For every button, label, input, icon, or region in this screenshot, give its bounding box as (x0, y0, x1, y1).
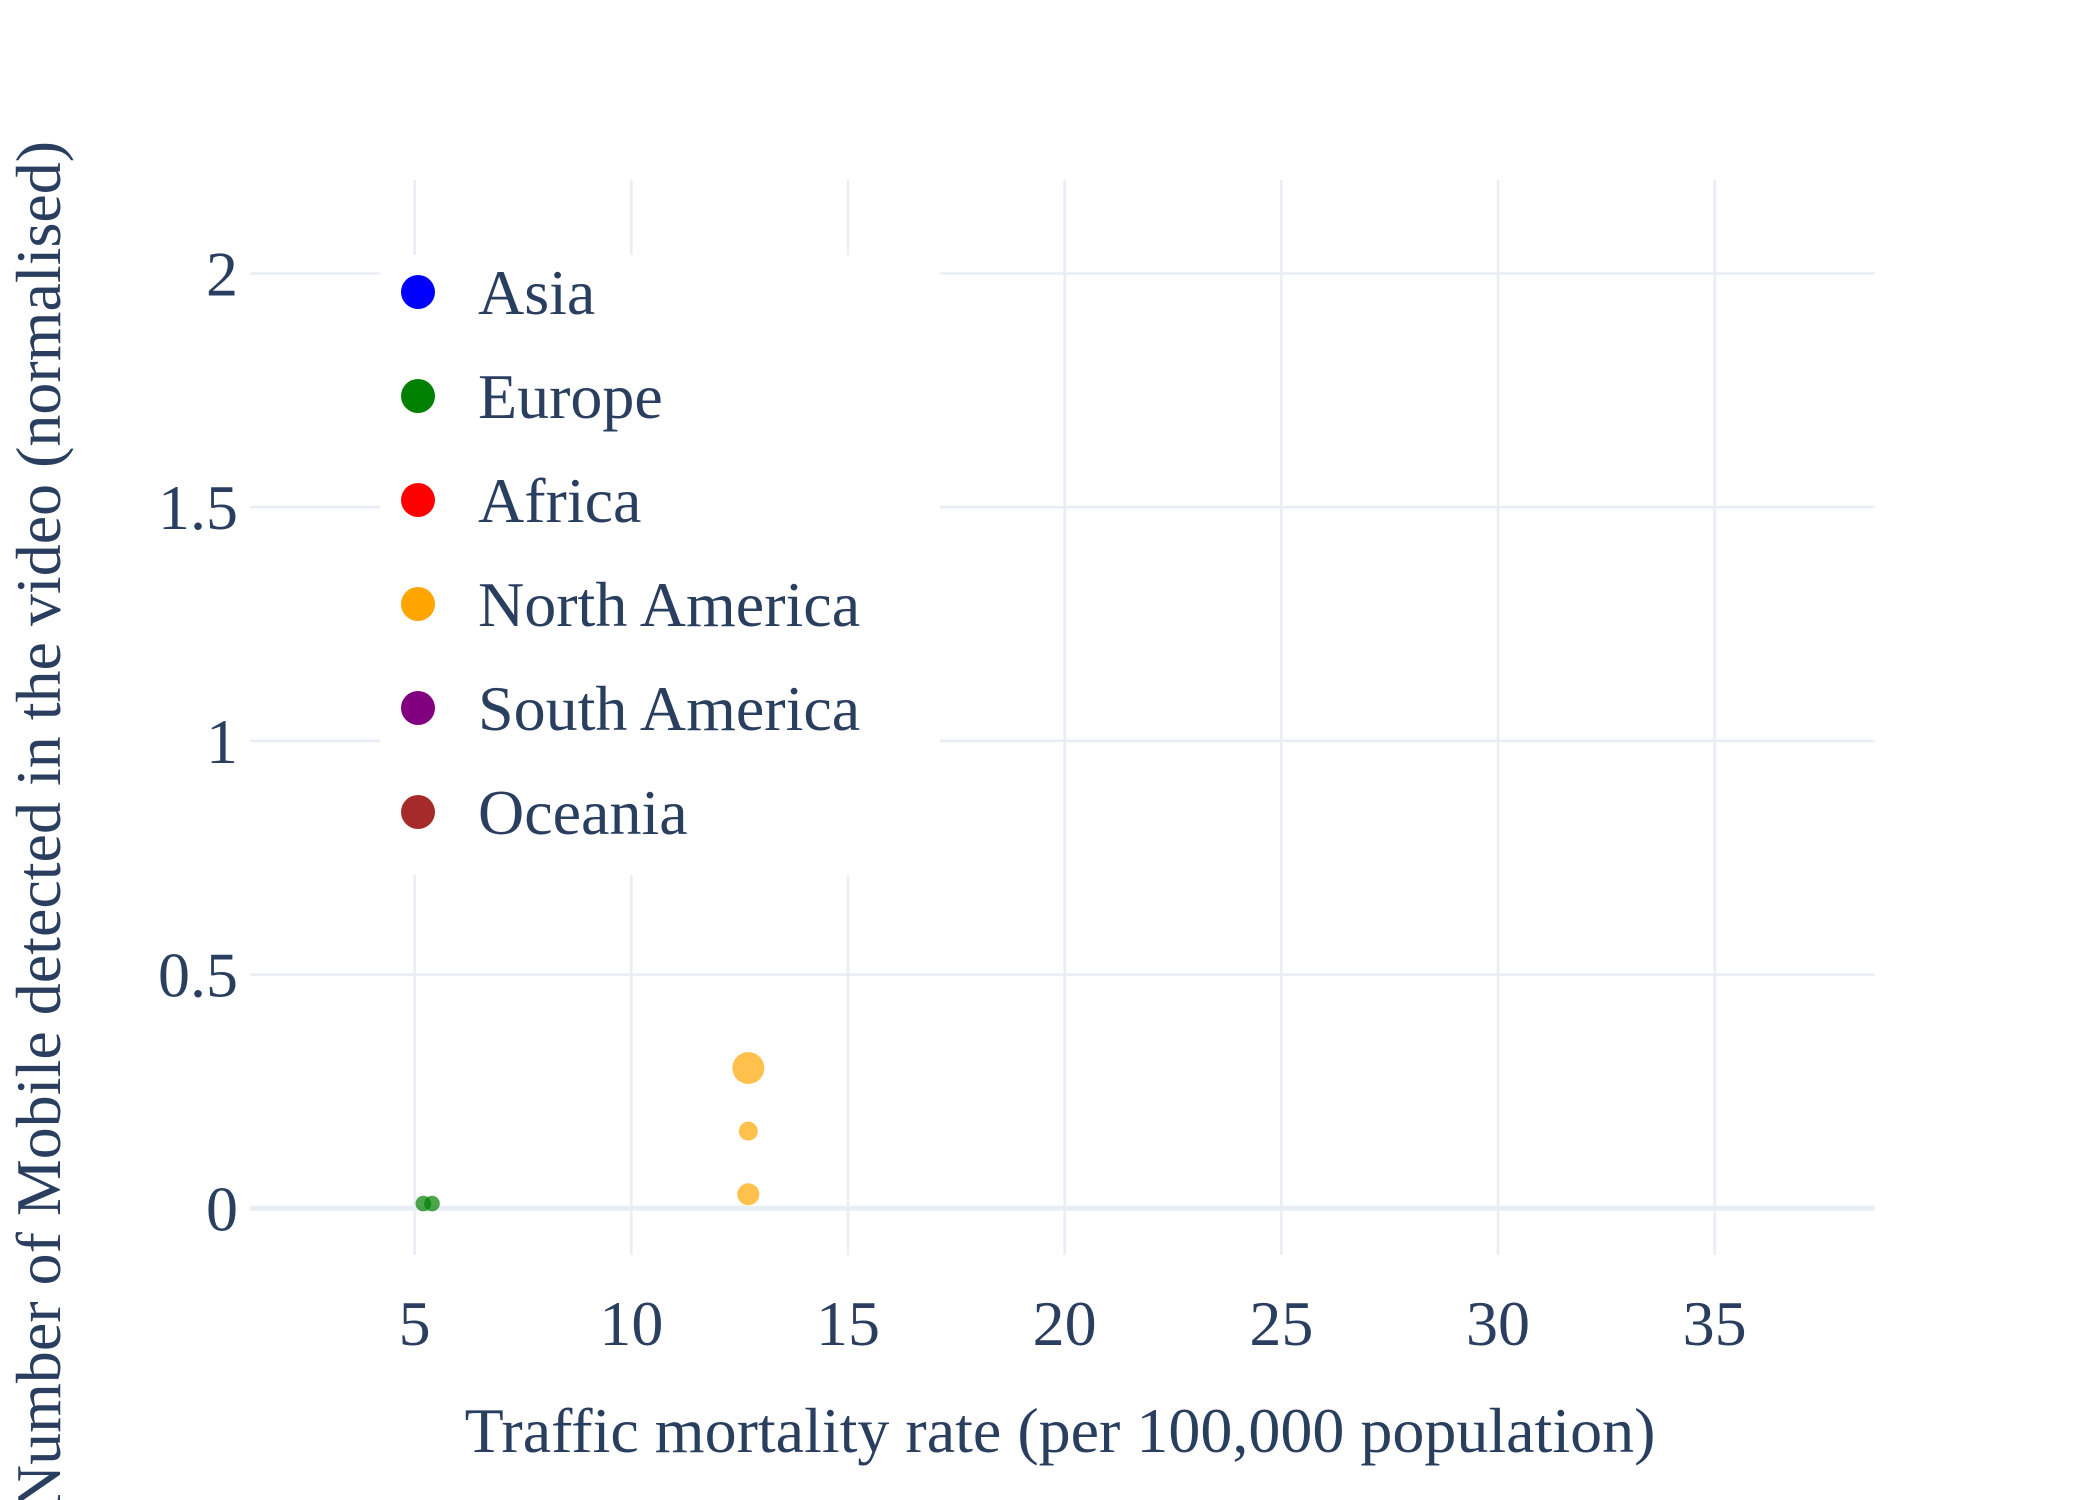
legend-label[interactable]: North America (478, 569, 860, 640)
data-point (424, 1195, 440, 1212)
x-tick-label: 10 (599, 1288, 663, 1359)
y-tick-label: 2 (206, 238, 238, 309)
x-tick-label: 5 (399, 1288, 431, 1359)
data-point (738, 1121, 758, 1141)
legend-label[interactable]: Asia (478, 257, 595, 328)
x-axis-title: Traffic mortality rate (per 100,000 popu… (465, 1395, 1656, 1466)
legend-background (380, 255, 940, 875)
legend-marker[interactable] (401, 691, 435, 725)
x-tick-label: 35 (1683, 1288, 1747, 1359)
y-tick-label: 1.5 (158, 472, 238, 543)
y-tick-label: 0 (206, 1173, 238, 1244)
legend-marker[interactable] (401, 795, 435, 829)
legend: Asia Europe Africa North America South Ameri… (380, 255, 940, 875)
y-axis-title: Number of Mobile detected in the video (… (3, 141, 74, 1500)
x-tick-label: 25 (1249, 1288, 1313, 1359)
data-point (737, 1183, 760, 1206)
x-axis-ticks: 5 10 15 20 25 30 35 (399, 1288, 1747, 1359)
legend-label[interactable]: Africa (478, 465, 641, 536)
legend-marker[interactable] (401, 483, 435, 517)
y-axis-ticks: 0 0.5 1 1.5 2 (158, 238, 238, 1244)
y-tick-label: 1 (206, 706, 238, 777)
legend-marker[interactable] (401, 379, 435, 413)
x-tick-label: 15 (816, 1288, 880, 1359)
legend-marker[interactable] (401, 275, 435, 309)
x-tick-label: 30 (1466, 1288, 1530, 1359)
y-tick-label: 0.5 (158, 940, 238, 1011)
legend-label[interactable]: Oceania (478, 777, 688, 848)
legend-marker[interactable] (401, 587, 435, 621)
data-points (415, 1052, 765, 1212)
x-tick-label: 20 (1033, 1288, 1097, 1359)
data-point (732, 1052, 765, 1084)
legend-label[interactable]: Europe (478, 361, 663, 432)
legend-label[interactable]: South America (478, 673, 860, 744)
